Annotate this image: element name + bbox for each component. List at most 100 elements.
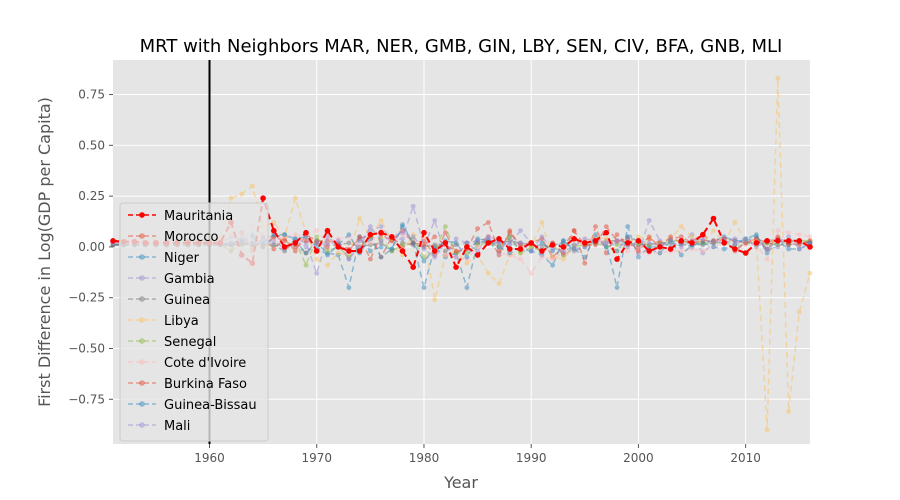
data-point xyxy=(357,216,362,221)
data-point xyxy=(593,232,598,238)
data-point xyxy=(453,248,459,254)
data-point xyxy=(657,244,663,250)
data-point xyxy=(560,244,567,250)
data-point xyxy=(571,228,577,234)
y-axis-label: First Difference in Log(GDP per Capita) xyxy=(35,97,54,407)
legend-swatch-marker xyxy=(139,296,145,302)
data-point xyxy=(228,195,234,201)
data-point xyxy=(603,250,609,256)
data-point xyxy=(443,224,448,230)
data-point xyxy=(464,285,470,290)
data-point xyxy=(710,215,717,222)
data-point xyxy=(507,246,513,252)
data-point xyxy=(743,238,749,244)
data-point xyxy=(474,252,481,258)
data-point xyxy=(346,256,352,262)
data-point xyxy=(689,234,695,240)
legend-swatch-marker xyxy=(139,422,145,428)
data-point xyxy=(667,246,674,252)
data-point xyxy=(303,244,309,250)
data-point xyxy=(764,256,770,262)
data-point xyxy=(485,236,491,242)
data-point xyxy=(786,409,791,414)
legend-label: Burkina Faso xyxy=(164,377,247,392)
data-point xyxy=(593,224,598,230)
legend-swatch-marker xyxy=(139,338,145,344)
data-point xyxy=(571,244,577,250)
data-point xyxy=(507,250,513,256)
data-point xyxy=(678,238,685,244)
legend-swatch-marker xyxy=(139,212,145,218)
data-point xyxy=(721,240,727,246)
data-point xyxy=(754,232,759,238)
data-point xyxy=(292,195,298,201)
data-point xyxy=(700,236,706,242)
data-point xyxy=(346,240,352,246)
data-point xyxy=(432,234,438,240)
legend-label: Senegal xyxy=(164,335,216,350)
legend-swatch-marker xyxy=(139,380,145,386)
data-point xyxy=(400,222,405,228)
data-point xyxy=(443,248,448,254)
data-point xyxy=(325,252,330,258)
legend-swatch-marker xyxy=(139,275,145,281)
data-point xyxy=(636,234,641,240)
data-point xyxy=(400,236,405,242)
data-point xyxy=(796,232,802,238)
data-point xyxy=(453,254,459,260)
data-point xyxy=(303,234,309,240)
data-point xyxy=(282,248,287,254)
data-point xyxy=(368,236,373,242)
data-point xyxy=(475,244,480,250)
data-point xyxy=(711,244,716,250)
data-point xyxy=(528,248,534,254)
data-point xyxy=(678,224,684,230)
data-point xyxy=(496,236,502,242)
data-point xyxy=(475,238,480,244)
data-point xyxy=(635,238,642,244)
legend-label: Libya xyxy=(164,314,199,329)
data-point xyxy=(732,240,738,246)
legend-label: Mali xyxy=(164,419,190,434)
data-point xyxy=(593,242,598,248)
data-point xyxy=(399,248,406,254)
data-point xyxy=(378,218,384,223)
y-tick-label: 0.00 xyxy=(78,240,105,254)
x-tick-label: 1980 xyxy=(409,451,440,465)
data-point xyxy=(775,238,781,244)
data-point xyxy=(314,256,320,262)
data-point xyxy=(271,246,277,252)
data-point xyxy=(378,238,384,244)
legend-label: Niger xyxy=(164,251,200,266)
data-point xyxy=(335,250,341,256)
data-point xyxy=(614,238,620,244)
data-point xyxy=(410,203,416,209)
data-point xyxy=(592,238,599,244)
data-point xyxy=(282,238,287,244)
data-point xyxy=(764,246,770,252)
data-point xyxy=(335,238,341,244)
data-point xyxy=(443,252,448,258)
data-point xyxy=(496,240,502,246)
data-point xyxy=(410,240,416,246)
data-point xyxy=(721,246,727,252)
legend-label: Mauritania xyxy=(164,209,233,224)
data-point xyxy=(550,256,555,262)
y-tick-label: 0.25 xyxy=(78,189,105,203)
x-tick-label: 1960 xyxy=(194,451,225,465)
data-point xyxy=(432,218,438,223)
data-point xyxy=(678,234,684,240)
data-point xyxy=(271,242,277,248)
data-point xyxy=(796,242,802,248)
data-point xyxy=(786,246,791,252)
data-point xyxy=(507,230,513,236)
data-point xyxy=(325,248,330,254)
data-point xyxy=(507,238,513,244)
data-point xyxy=(518,228,523,234)
data-point xyxy=(796,246,802,252)
data-point xyxy=(292,248,298,254)
legend: Mauritania Morocco Niger Gambia Guinea Libya S… xyxy=(119,202,269,442)
data-point xyxy=(625,224,631,230)
data-point xyxy=(442,240,449,246)
data-point xyxy=(614,242,620,248)
